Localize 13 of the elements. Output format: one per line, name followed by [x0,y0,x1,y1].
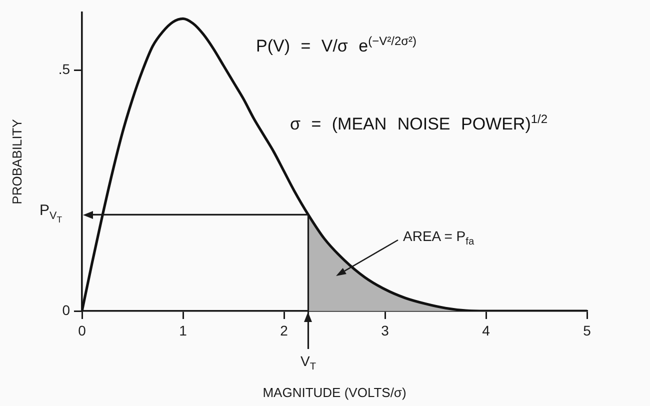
annotation: AREA = P$_{fa}$ [403,228,474,248]
y-tick-label: .5 [58,61,70,78]
annotation: P(V) = V/σ e$^{(−V²/2σ²)}$ [256,34,417,58]
x-tick-label: 1 [179,322,188,338]
x-tick-label: 4 [482,322,490,338]
annotation: σ = (MEAN NOISE POWER)$^{1/2}$ [290,112,548,136]
x-axis-title: MAGNITUDE (VOLTS/σ) [262,384,406,400]
y-axis-title: PROBABILITY [9,118,24,204]
x-tick-label: 0 [78,322,86,338]
x-tick-label: 3 [381,322,390,338]
x-tick-label: 5 [583,322,592,338]
x-tick-label: 2 [280,322,288,338]
ref-line-label: V$_{T}$ [300,353,316,373]
